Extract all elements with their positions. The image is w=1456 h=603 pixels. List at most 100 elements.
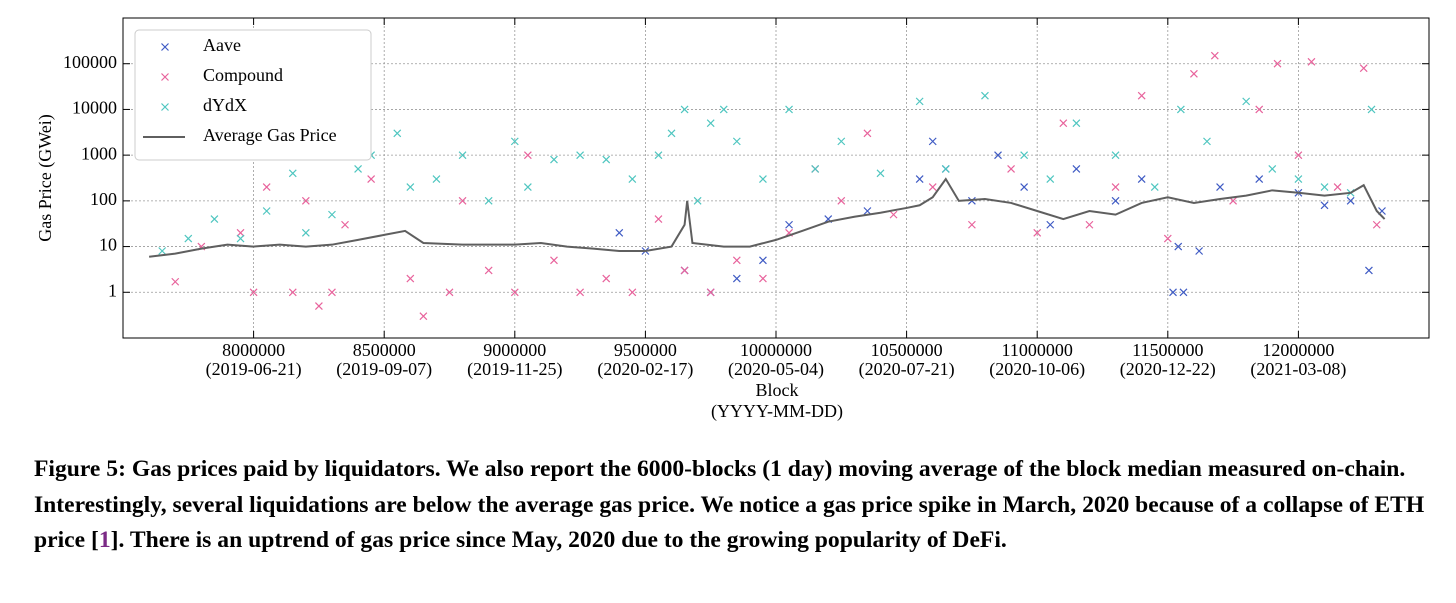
caption-text: Gas prices paid by liquidators. We also … <box>34 456 1425 553</box>
scatter-point <box>406 274 415 283</box>
scatter-point <box>445 288 454 297</box>
scatter-point <box>928 183 937 192</box>
chart: Gas Price (GWei) Block (YYYY-MM-DD) 1 10 1… <box>35 17 1430 422</box>
scatter-point <box>393 129 402 138</box>
scatter-point <box>785 220 793 229</box>
scatter-point <box>863 207 872 215</box>
scatter-point <box>328 210 336 219</box>
scatter-point <box>915 97 924 106</box>
y-tick-label: 10 <box>99 235 117 255</box>
scatter-point <box>1179 288 1188 297</box>
scatter-point <box>1072 164 1081 173</box>
y-tick-label: 100000 <box>63 52 117 72</box>
x-tick-label: 10500000 <box>871 340 943 360</box>
x-tick-label: 10000000 <box>740 340 812 360</box>
x-tick-label: 8500000 <box>353 340 416 360</box>
x-tick-label: 9500000 <box>614 340 677 360</box>
scatter-point <box>458 151 467 160</box>
legend-box <box>134 29 372 161</box>
scatter-point <box>1346 196 1355 205</box>
scatter-point <box>1111 151 1120 160</box>
scatter-point <box>262 183 271 192</box>
y-tick-label: 1 <box>108 280 117 300</box>
scatter-point <box>759 256 767 265</box>
scatter-point <box>288 169 297 178</box>
scatter-point <box>1033 228 1042 237</box>
x-tick-label: 12000000 <box>1262 340 1334 360</box>
scatter-point <box>1111 183 1120 192</box>
scatter-point <box>341 220 349 229</box>
legend: Aave Compound dYdX Average Gas Price <box>134 29 372 161</box>
x-tick-label: 8000000 <box>222 340 285 360</box>
scatter-point <box>262 207 271 215</box>
scatter-point <box>328 288 336 297</box>
x-tick-date: (2020-02-17) <box>597 359 693 380</box>
scatter-point <box>837 196 846 205</box>
x-tick-date: (2019-09-07) <box>336 359 432 380</box>
scatter-point <box>184 234 193 243</box>
legend-label: Average Gas Price <box>203 125 337 145</box>
scatter-point <box>1072 119 1081 128</box>
scatter-point <box>1085 220 1094 229</box>
scatter-point <box>301 228 310 237</box>
scatter-point <box>693 196 702 205</box>
x-tick-date: (2021-03-08) <box>1250 359 1346 380</box>
legend-swatch <box>161 43 169 51</box>
scatter-point <box>1307 57 1316 66</box>
scatter-point <box>732 137 741 146</box>
scatter-point <box>1372 220 1381 229</box>
scatter-point <box>550 155 558 164</box>
scatter-point <box>510 288 519 297</box>
scatter-point <box>667 129 676 138</box>
scatter-point <box>288 288 297 297</box>
scatter-point <box>458 196 467 205</box>
scatter-point <box>706 119 715 128</box>
scatter-point <box>1364 266 1373 275</box>
scatter-point <box>1333 183 1342 192</box>
scatter-point <box>210 215 219 223</box>
x-tick-label: 11500000 <box>1132 340 1203 360</box>
scatter-point <box>236 234 245 243</box>
scatter-point <box>967 220 976 229</box>
scatter-point <box>1020 151 1029 160</box>
scatter-point <box>1111 196 1120 205</box>
scatter-point <box>759 274 767 283</box>
scatter-point <box>1294 175 1303 183</box>
y-tick-label: 10000 <box>72 98 117 118</box>
average-line <box>149 177 1386 258</box>
scatter-point <box>1195 247 1204 255</box>
scatter-point <box>732 256 741 265</box>
y-tick-label: 1000 <box>81 143 117 163</box>
x-tick-label: 11000000 <box>1002 340 1073 360</box>
scatter-point <box>1007 164 1016 173</box>
x-tick-date: (2019-06-21) <box>206 359 302 380</box>
scatter-point <box>1137 91 1146 100</box>
scatter-point <box>915 175 924 183</box>
y-tick-label: 100 <box>90 189 117 209</box>
scatter-point <box>602 155 611 164</box>
scatter-point <box>837 137 846 146</box>
x-tick-label: 9000000 <box>483 340 546 360</box>
x-tick-date: (2020-12-22) <box>1120 359 1216 380</box>
scatter-point <box>941 164 950 173</box>
scatter-point <box>1169 288 1177 297</box>
caption-lead: Figure 5: <box>34 456 126 482</box>
legend-swatch <box>161 73 169 81</box>
scatter-point <box>628 175 637 183</box>
scatter-point <box>1150 183 1159 192</box>
scatter-point <box>1137 175 1146 183</box>
scatter-point <box>1367 105 1376 114</box>
scatter-point <box>354 164 363 173</box>
scatter-point <box>1163 234 1172 243</box>
scatter-point <box>314 302 323 310</box>
x-tick-date: (2019-11-25) <box>467 359 562 380</box>
scatter-point <box>158 247 167 255</box>
citation-link[interactable]: 1 <box>98 527 111 553</box>
scatter-point <box>1242 97 1251 106</box>
x-axis-sublabel: (YYYY-MM-DD) <box>711 401 843 422</box>
scatter-point <box>1174 242 1183 251</box>
scatter-point <box>863 129 872 138</box>
scatter-point <box>1320 201 1329 210</box>
legend-label: dYdX <box>203 95 247 115</box>
